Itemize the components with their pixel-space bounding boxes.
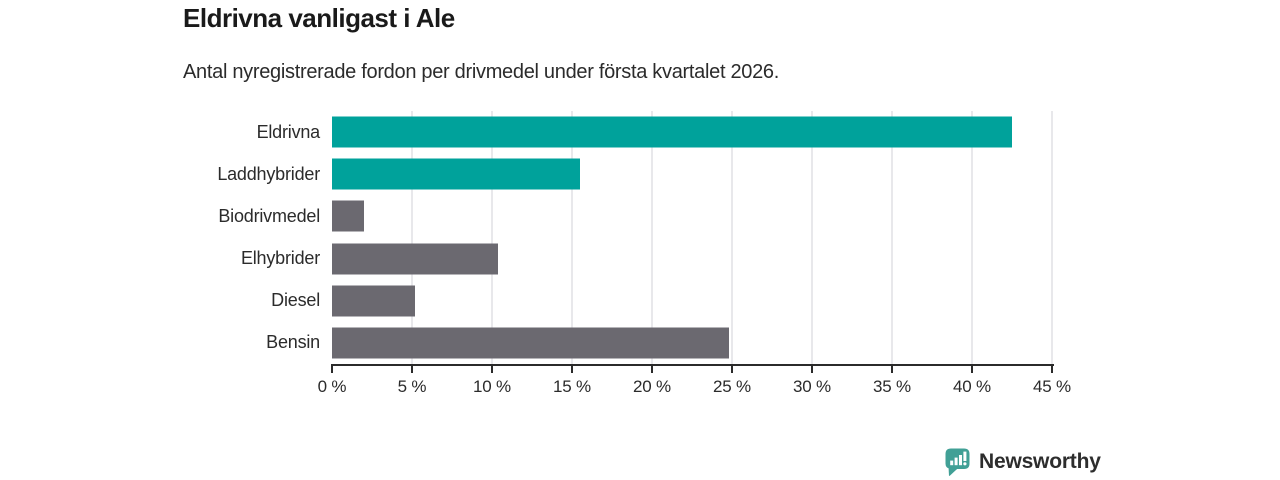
x-axis-line bbox=[331, 364, 1054, 366]
bar-laddhybrider bbox=[332, 158, 580, 190]
axis-tick-label: 40 % bbox=[953, 377, 991, 396]
bar-row bbox=[332, 322, 1052, 364]
axis-tick bbox=[571, 366, 573, 373]
bar-biodrivmedel bbox=[332, 200, 364, 232]
axis-tick bbox=[650, 366, 653, 373]
axis-tick-label: 45 % bbox=[1033, 377, 1071, 396]
category-label-biodrivmedel: Biodrivmedel bbox=[218, 205, 320, 226]
bar-eldrivna bbox=[332, 116, 1012, 148]
axis-tick bbox=[1051, 366, 1053, 373]
axis-tick-label: 20 % bbox=[633, 377, 671, 396]
category-label-eldrivna: Eldrivna bbox=[256, 121, 321, 142]
category-label-bensin: Bensin bbox=[266, 332, 320, 353]
axis-tick bbox=[410, 366, 413, 373]
axis-tick-label: 10 % bbox=[473, 377, 511, 396]
gridline bbox=[410, 111, 413, 364]
page-title: Eldrivna vanligast i Ale bbox=[183, 3, 455, 33]
bar-diesel bbox=[332, 285, 416, 317]
axis-tick bbox=[970, 366, 973, 373]
gridline bbox=[571, 111, 573, 364]
category-label-diesel: Diesel bbox=[271, 290, 320, 311]
bar-elhybrider bbox=[332, 243, 499, 275]
axis-tick-label: 25 % bbox=[713, 377, 751, 396]
gridline bbox=[650, 111, 653, 364]
bar-row bbox=[332, 238, 1052, 280]
bar-row bbox=[332, 111, 1052, 153]
bar-rows bbox=[332, 111, 1052, 364]
bar-row bbox=[332, 280, 1052, 322]
category-labels: Eldrivna Laddhybrider Biodrivmedel Elhybrid… bbox=[140, 111, 320, 364]
bar-bensin bbox=[332, 327, 729, 359]
newsworthy-logo-icon bbox=[945, 448, 970, 476]
axis-tick-label: 5 % bbox=[397, 377, 427, 396]
axis-tick-label: 35 % bbox=[873, 377, 911, 396]
axis-tick-label: 30 % bbox=[793, 377, 831, 396]
newsworthy-logo[interactable]: Newsworthy bbox=[944, 447, 1101, 477]
axis-tick bbox=[331, 366, 333, 373]
gridline bbox=[731, 111, 733, 364]
gridline bbox=[490, 111, 493, 364]
axis-tick bbox=[731, 366, 733, 373]
plot-area: 0 % 5 % 10 % 15 % 20 % 25 % 30 % 35 % 40 % 45 % bbox=[318, 111, 1071, 396]
axis-tick bbox=[891, 366, 893, 373]
axis-tick-label: 15 % bbox=[553, 377, 591, 396]
gridline bbox=[1051, 111, 1053, 364]
category-label-laddhybrider: Laddhybrider bbox=[217, 163, 320, 184]
gridline bbox=[811, 111, 813, 364]
axis-tick-label: 0 % bbox=[317, 377, 347, 396]
gridline bbox=[891, 111, 893, 364]
gridline bbox=[970, 111, 973, 364]
bar-row bbox=[332, 195, 1052, 237]
page-subtitle: Antal nyregistrerade fordon per drivmede… bbox=[183, 61, 780, 83]
axis-tick bbox=[811, 366, 813, 373]
newsworthy-logo-text: Newsworthy bbox=[979, 450, 1101, 473]
bar-row bbox=[332, 153, 1052, 195]
category-label-elhybrider: Elhybrider bbox=[240, 248, 320, 269]
axis-tick bbox=[490, 366, 493, 373]
